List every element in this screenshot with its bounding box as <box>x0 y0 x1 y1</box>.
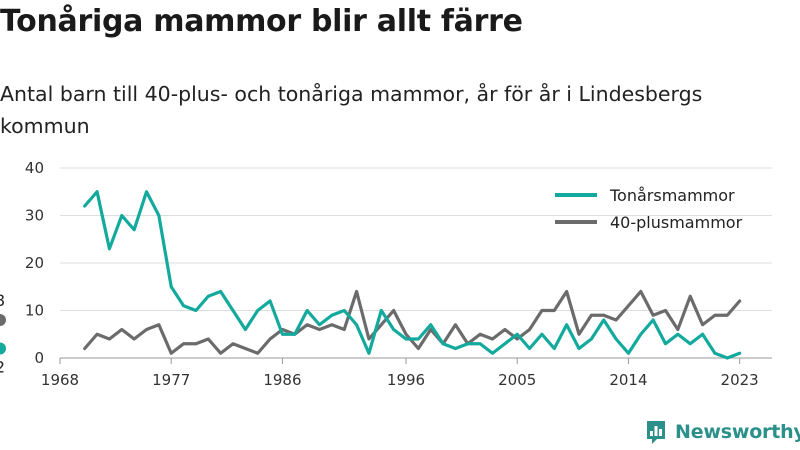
x-tick-label: 1996 <box>387 371 425 389</box>
series-line-tonarsmammor <box>83 190 742 360</box>
brand-name: Newsworthy <box>675 421 800 443</box>
x-tick-label: 1968 <box>41 371 79 389</box>
end-value-label: 8 <box>0 291 5 310</box>
newsworthy-logo-icon <box>647 421 665 444</box>
chart-subtitle: Antal barn till 40-plus- och tonåriga ma… <box>0 82 703 138</box>
y-tick-label: 40 <box>25 159 44 177</box>
y-tick-label: 0 <box>34 349 44 367</box>
chart-title: Tonåriga mammor blir allt färre <box>0 4 523 39</box>
y-axis-ticks: 0 10 20 30 40 <box>25 159 44 367</box>
x-axis-ticks: 1968 1977 1986 1996 2005 2014 2023 <box>41 358 759 389</box>
y-tick-label: 30 <box>25 207 44 225</box>
x-tick-label: 2005 <box>498 371 536 389</box>
x-tick-label: 1977 <box>152 371 190 389</box>
brand: Newsworthy <box>645 419 800 445</box>
end-point-marker <box>0 314 6 326</box>
legend-label: Tonårsmammor <box>609 186 735 205</box>
end-point-marker <box>0 342 6 355</box>
series-lines <box>83 190 742 360</box>
legend-label: 40-plusmammor <box>610 213 743 232</box>
end-markers: 28 <box>0 291 6 377</box>
x-tick-label: 2014 <box>609 371 647 389</box>
x-tick-label: 1986 <box>263 371 301 389</box>
grid-lines <box>60 167 772 359</box>
x-tick-label: 2023 <box>721 371 759 389</box>
legend: Tonårsmammor 40-plusmammor <box>555 186 743 232</box>
end-value-label: 2 <box>0 358 5 377</box>
y-tick-label: 20 <box>25 254 44 272</box>
y-tick-label: 10 <box>25 302 44 320</box>
series-line-40-plusmammor <box>83 289 742 355</box>
